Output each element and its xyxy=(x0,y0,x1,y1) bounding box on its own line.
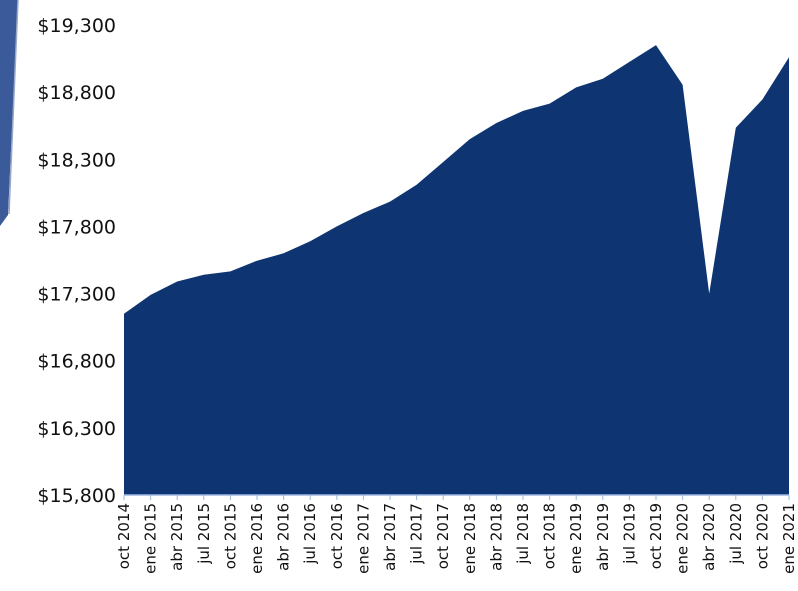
x-tick-label: ene 2015 xyxy=(142,503,160,574)
y-tick-label: $19,300 xyxy=(37,15,116,37)
x-tick-label: oct 2020 xyxy=(753,503,771,569)
decorative-blue-stripe xyxy=(0,0,18,226)
x-tick-label: jul 2017 xyxy=(408,503,426,565)
x-tick-label: jul 2020 xyxy=(727,503,745,565)
x-tick-label: ene 2020 xyxy=(674,503,692,574)
x-tick-label: ene 2018 xyxy=(461,503,479,574)
x-tick-label: abr 2018 xyxy=(487,503,505,571)
y-tick-label: $18,300 xyxy=(37,149,116,171)
y-tick-label: $17,800 xyxy=(37,216,116,238)
x-tick-label: jul 2016 xyxy=(301,503,319,565)
y-tick-label: $17,300 xyxy=(37,284,116,306)
x-tick-label: ene 2021 xyxy=(780,503,798,574)
x-tick-label: oct 2018 xyxy=(541,503,559,569)
y-tick-label: $15,800 xyxy=(37,485,116,507)
y-tick-label: $16,800 xyxy=(37,351,116,373)
x-tick-label: abr 2020 xyxy=(700,503,718,571)
x-tick-label: oct 2015 xyxy=(221,503,239,569)
x-tick-label: oct 2019 xyxy=(647,503,665,569)
x-tick-label: jul 2019 xyxy=(620,503,638,565)
area-series xyxy=(124,45,789,495)
x-tick-label: oct 2017 xyxy=(434,503,452,569)
x-tick-label: oct 2016 xyxy=(328,503,346,569)
x-tick-label: ene 2016 xyxy=(248,503,266,574)
y-tick-label: $16,300 xyxy=(37,418,116,440)
x-tick-label: abr 2015 xyxy=(168,503,186,571)
x-tick-label: oct 2014 xyxy=(115,503,133,569)
decorative-stripe-edge xyxy=(8,0,19,215)
y-tick-label: $18,800 xyxy=(37,82,116,104)
x-tick-label: abr 2019 xyxy=(594,503,612,571)
x-tick-label: ene 2019 xyxy=(567,503,585,574)
x-tick-label: abr 2017 xyxy=(381,503,399,571)
x-tick-label: jul 2018 xyxy=(514,503,532,565)
x-tick-label: abr 2016 xyxy=(275,503,293,571)
x-tick-label: ene 2017 xyxy=(354,503,372,574)
x-tick-label: jul 2015 xyxy=(195,503,213,565)
